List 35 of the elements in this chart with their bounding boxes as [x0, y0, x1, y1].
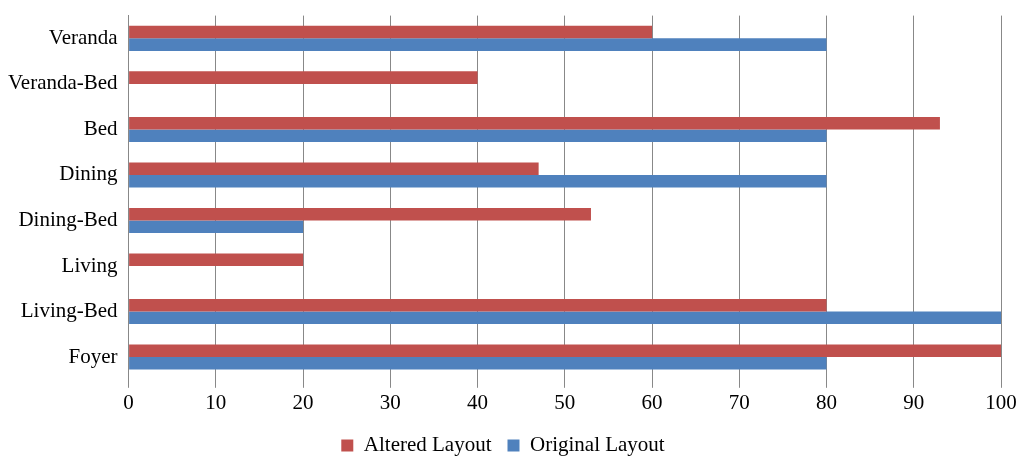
bar: [129, 207, 591, 221]
x-tick-label: 60: [641, 389, 663, 414]
x-tick-label: 0: [123, 389, 134, 414]
bar: [129, 38, 827, 51]
x-tick-label: 70: [728, 389, 750, 414]
bar: [129, 298, 827, 312]
bar: [129, 162, 539, 175]
y-tick-label: Veranda-Bed: [7, 70, 119, 95]
y-tick-label: Foyer: [68, 343, 118, 368]
x-tick-label: 50: [554, 389, 576, 414]
bar: [129, 71, 478, 84]
x-tick-label: 100: [985, 389, 1017, 414]
y-tick-label: Living-Bed: [20, 298, 119, 323]
x-tick-label: 30: [379, 389, 401, 414]
bar: [129, 174, 827, 188]
legend-label: Altered Layout: [363, 432, 492, 457]
bar: [129, 220, 304, 233]
bar: [129, 344, 1001, 358]
bar: [129, 25, 653, 39]
x-tick-label: 90: [903, 389, 925, 414]
x-tick-label: 10: [205, 389, 227, 414]
x-tick-label: 40: [467, 389, 489, 414]
bar: [129, 311, 1001, 325]
y-tick-label: Dining: [59, 161, 119, 186]
x-tick-label: 80: [816, 389, 838, 414]
legend-label: Original Layout: [529, 432, 665, 457]
y-tick-label: Bed: [83, 115, 119, 140]
y-tick-label: Dining-Bed: [18, 206, 119, 231]
y-tick-label: Living: [61, 252, 119, 277]
bar: [129, 129, 827, 142]
bar: [129, 357, 827, 370]
bar: [129, 116, 940, 130]
y-tick-label: Veranda: [48, 24, 119, 49]
x-tick-label: 20: [292, 389, 314, 414]
bar: [129, 253, 304, 266]
